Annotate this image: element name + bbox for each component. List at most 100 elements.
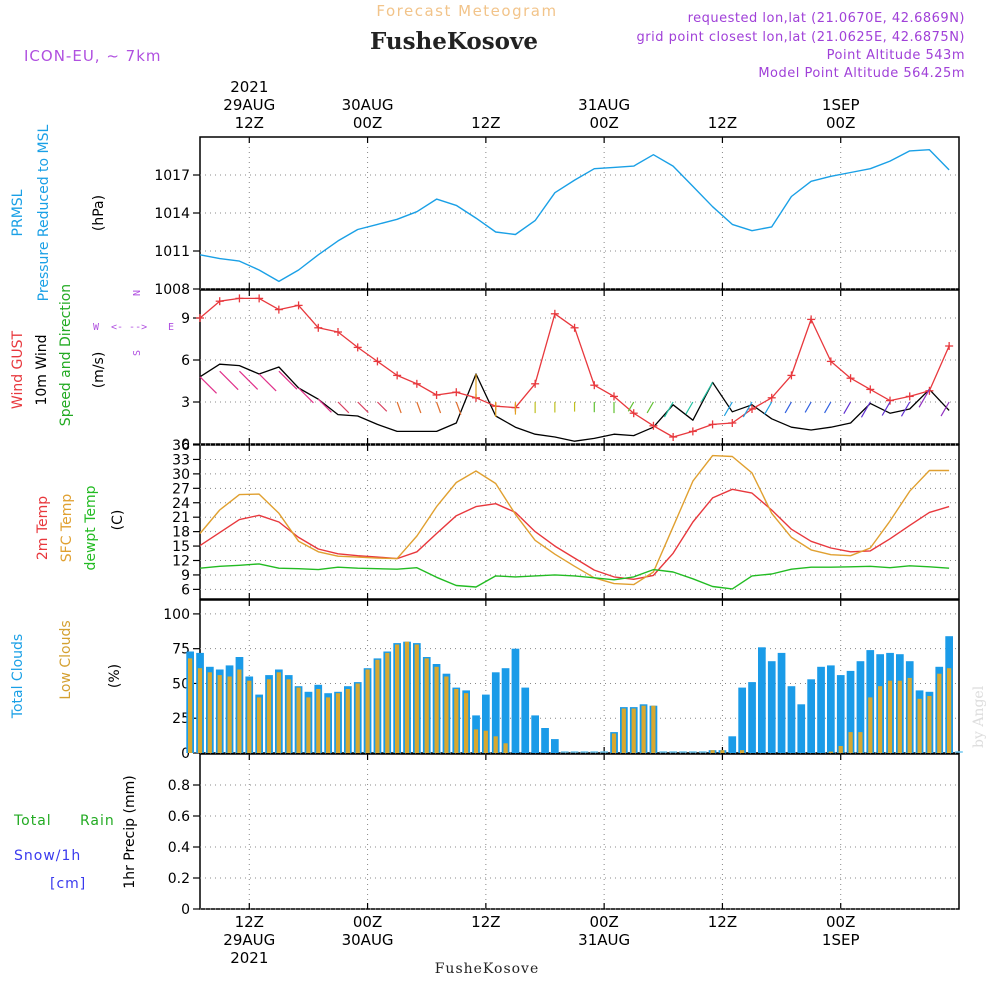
wind-direction-arrow xyxy=(377,401,388,412)
temp-label-2m: 2m Temp xyxy=(35,496,51,560)
low-cloud-bar xyxy=(710,750,715,753)
wind-gust-point xyxy=(610,392,618,401)
wind-gust-point xyxy=(590,381,599,390)
wind-direction-arrow xyxy=(627,401,635,412)
temp-y-tick-label: 36 xyxy=(172,438,190,454)
wind-direction-arrow xyxy=(685,401,694,415)
bottom-time-label: 00Z xyxy=(826,913,855,931)
low-cloud-bar xyxy=(355,683,360,753)
wind-label-10m: 10m Wind xyxy=(34,334,50,405)
closest-coords: grid point closest lon,lat (21.0625E, 42… xyxy=(637,30,965,45)
total-cloud-bar xyxy=(807,679,815,753)
precip-y-tick-label: 0.8 xyxy=(168,778,190,794)
low-cloud-bar xyxy=(483,730,488,753)
total-cloud-bar xyxy=(511,648,520,753)
precip-y-tick-label: 0 xyxy=(181,902,190,918)
precip-panel-frame xyxy=(199,753,960,910)
low-cloud-bar xyxy=(454,689,459,753)
wind-direction-arrow xyxy=(646,401,654,414)
wind-gust-point xyxy=(846,374,855,383)
low-cloud-bar xyxy=(296,687,301,753)
low-cloud-bar xyxy=(641,705,646,753)
wind-label-gust: Wind GUST xyxy=(10,330,26,409)
grid-layer xyxy=(200,137,959,910)
total-cloud-bar xyxy=(501,668,510,753)
footer-location: FusheKosove xyxy=(435,961,540,977)
wind-direction-arrow xyxy=(317,398,332,413)
low-cloud-bar xyxy=(868,697,873,753)
wind-gust-point xyxy=(925,386,934,395)
pressure-line xyxy=(199,148,950,283)
low-cloud-bar xyxy=(947,668,952,753)
wind-gust-point xyxy=(629,409,638,418)
pressure-label-msl: Pressure Reduced to MSL xyxy=(36,124,52,301)
compass-west: W xyxy=(93,322,100,333)
wind-compass: W <- --> E N S xyxy=(93,290,174,356)
temp-label-unit: (C) xyxy=(110,510,126,531)
wind-y-tick-label: 6 xyxy=(181,353,190,369)
low-cloud-bar xyxy=(473,729,479,753)
temp-label-dewpt: dewpt Temp xyxy=(83,485,99,570)
wind-direction-arrow xyxy=(436,401,442,414)
temp-y-tick-label: 6 xyxy=(181,582,190,598)
low-cloud-bar xyxy=(917,698,922,753)
wind-gust-point xyxy=(334,328,342,336)
precip-label-cm: [cm] xyxy=(50,876,86,892)
ticks-layer: 1008101110141017036969121518212427303336… xyxy=(154,168,200,918)
wind-y-tick-label: 0 xyxy=(181,437,190,453)
wind-gust-point xyxy=(196,314,204,322)
bottom-time-label: 29AUG xyxy=(223,931,275,949)
low-cloud-bar xyxy=(188,658,193,753)
pressure-y-tick-label: 1008 xyxy=(154,282,190,298)
wind-gust-point xyxy=(550,309,559,318)
wind-gust-point xyxy=(669,433,678,441)
low-cloud-bar xyxy=(927,696,932,753)
total-cloud-bar xyxy=(787,686,796,753)
pressure-y-tick-label: 1011 xyxy=(154,244,190,260)
top-time-label: 30AUG xyxy=(342,96,394,114)
wind-gust-point xyxy=(807,315,816,324)
low-cloud-bar xyxy=(257,697,262,753)
bottom-time-label: 30AUG xyxy=(342,931,394,949)
wind-gust-point xyxy=(393,371,402,380)
wind-direction-arrow xyxy=(239,370,259,390)
low-cloud-bar xyxy=(621,708,626,753)
wind-direction-arrow xyxy=(199,376,217,394)
precip-label-snow: Snow/1h xyxy=(14,848,81,864)
wind-gust-point xyxy=(945,342,954,350)
wind-gust-point xyxy=(373,357,382,366)
bottom-time-label: 12Z xyxy=(708,913,737,931)
wind-gust-point xyxy=(432,391,441,399)
low-cloud-bar xyxy=(493,736,498,753)
low-cloud-bar xyxy=(838,746,843,753)
total-cloud-bar xyxy=(777,652,786,753)
temp-y-tick-label: 24 xyxy=(172,496,190,512)
temp-y-tick-label: 15 xyxy=(172,539,190,555)
point-altitude: Point Altitude 543m xyxy=(827,48,965,63)
total-cloud-bar xyxy=(541,728,549,753)
bottom-time-label: 12Z xyxy=(235,913,264,931)
pressure-y-tick-label: 1014 xyxy=(154,206,190,222)
wind-label-dir: Speed and Direction xyxy=(58,284,74,426)
precip-y-tick-label: 0.2 xyxy=(168,871,190,887)
wind-gust-point xyxy=(728,419,737,427)
model-name: ICON-EU, ~ 7km xyxy=(24,47,162,65)
bottom-time-label: 12Z xyxy=(471,913,500,931)
low-cloud-bar xyxy=(434,666,439,753)
clouds-panel-frame xyxy=(199,599,960,754)
wind-direction-arrow xyxy=(860,401,871,418)
total-cloud-bar xyxy=(817,666,825,753)
top-time-label: 12Z xyxy=(471,114,500,132)
top-time-label: 12Z xyxy=(235,114,264,132)
low-cloud-bar xyxy=(404,641,410,753)
clouds-y-tick-label: 0 xyxy=(181,746,190,762)
clouds-y-tick-label: 100 xyxy=(163,607,190,623)
low-cloud-bar xyxy=(227,676,232,753)
low-cloud-bar xyxy=(326,697,331,753)
low-cloud-bar xyxy=(878,686,883,753)
wind-direction-arrow xyxy=(337,401,350,414)
low-cloud-bar xyxy=(247,680,252,753)
precip-label-total: Total xyxy=(13,813,52,829)
low-cloud-bar xyxy=(631,708,636,753)
temp-y-tick-label: 18 xyxy=(172,525,190,541)
